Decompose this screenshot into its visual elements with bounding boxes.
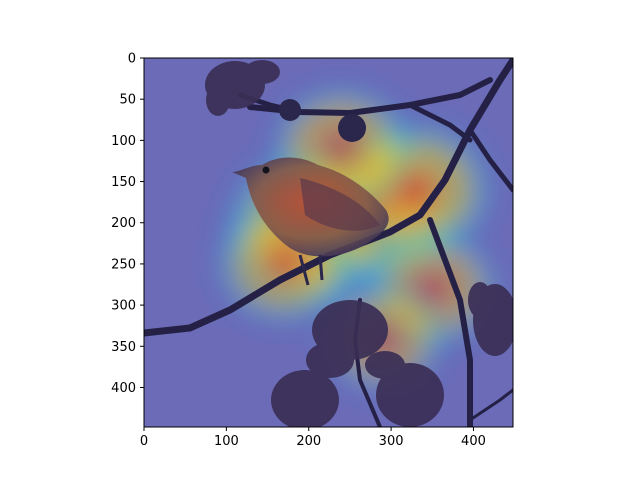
x-axis: 0 100 200 300 400 [140,427,486,449]
y-tick-label: 250 [111,257,136,272]
y-tick-label: 100 [111,134,136,149]
x-tick-label: 200 [296,434,321,449]
y-tick-label: 200 [111,216,136,231]
x-tick-label: 400 [461,434,486,449]
plot-frame [143,57,514,428]
bird [232,157,389,286]
x-tick-label: 300 [379,434,404,449]
y-tick-label: 400 [111,381,136,396]
berry [338,114,366,142]
y-tick-label: 350 [111,340,136,355]
x-tick-label: 100 [214,434,239,449]
x-tick-label: 0 [140,434,148,449]
y-tick-label: 0 [128,52,136,67]
plot-area [144,58,513,427]
y-axis: 0 50 100 150 200 250 300 350 400 [111,52,144,396]
y-tick-label: 300 [111,299,136,314]
y-tick-label: 50 [119,93,136,108]
berry [279,99,301,121]
branch-silhouettes [144,58,513,427]
leaf-clusters [205,60,513,427]
y-tick-label: 150 [111,175,136,190]
